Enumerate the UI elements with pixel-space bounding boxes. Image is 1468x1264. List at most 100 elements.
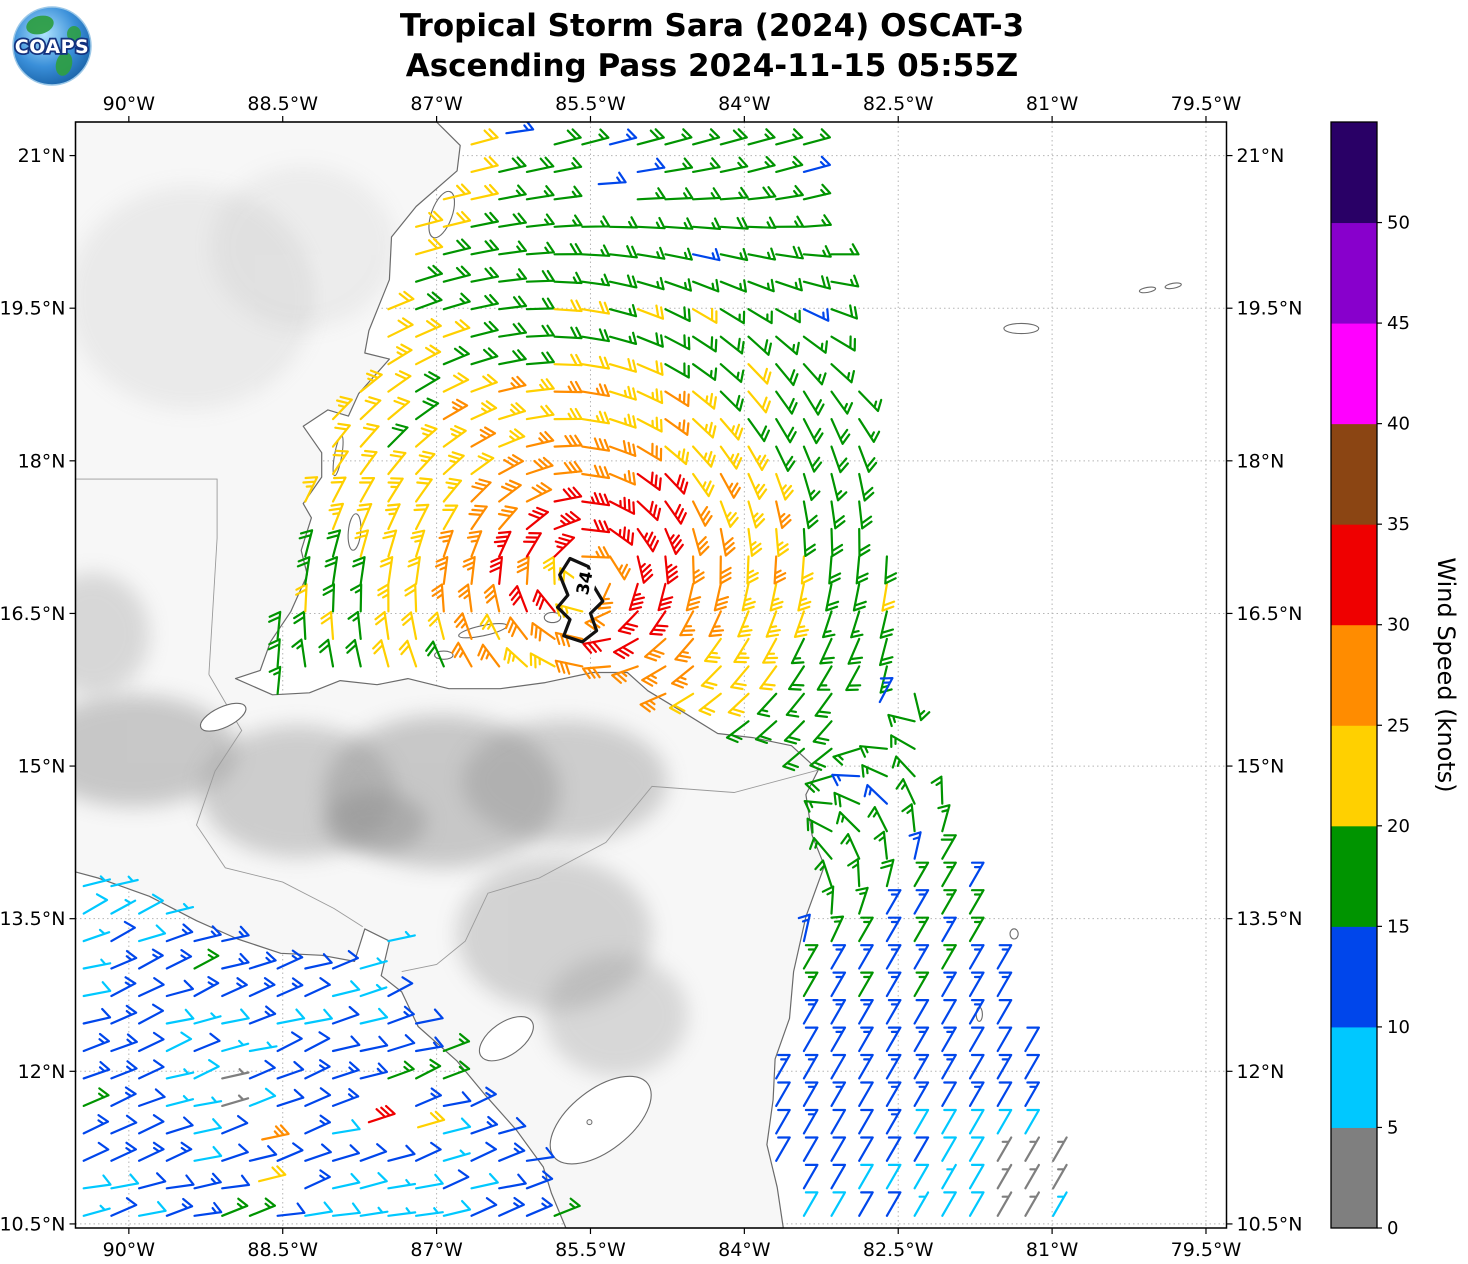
wind-barb: [830, 999, 847, 1025]
title-line-2: Ascending Pass 2024-11-15 05:55Z: [405, 48, 1019, 84]
wind-barb: [664, 334, 691, 351]
wind-barb: [858, 472, 875, 502]
wind-barb: [613, 637, 639, 660]
wind-barb: [498, 268, 528, 283]
colorbar-segment: [1331, 926, 1377, 1028]
colorbar-segment: [1331, 725, 1377, 827]
wind-barb: [664, 128, 693, 146]
wind-barb: [814, 859, 833, 888]
wind-barb: [331, 1144, 360, 1162]
wind-barb: [359, 1206, 389, 1217]
wind-barb: [775, 390, 798, 415]
wind-barb: [968, 1136, 985, 1162]
wind-barb: [802, 1136, 819, 1162]
wind-barb: [110, 1197, 138, 1217]
wind-barb: [685, 582, 702, 612]
wind-barb: [304, 1087, 332, 1107]
wind-barb: [387, 477, 404, 503]
wind-barb: [741, 582, 756, 612]
wind-barb: [608, 470, 636, 486]
wind-barb: [679, 610, 696, 637]
wind-barb: [387, 423, 409, 448]
wind-barb: [470, 373, 498, 393]
wind-barb: [830, 1136, 847, 1162]
wind-barb: [819, 637, 835, 665]
wind-barb: [165, 1197, 194, 1217]
wind-barb: [775, 308, 801, 324]
wind-barb: [830, 335, 856, 352]
wind-barb: [304, 953, 333, 970]
wind-barb: [773, 555, 787, 585]
wind-barb: [1024, 1026, 1040, 1053]
x-tick-label-bottom: 90°W: [103, 1239, 156, 1261]
wind-barb: [719, 390, 744, 412]
wind-barb: [324, 556, 339, 585]
wind-barb: [802, 245, 832, 258]
x-tick-label-bottom: 84°W: [718, 1239, 771, 1261]
wind-barb: [941, 861, 957, 888]
wind-barb: [498, 322, 527, 338]
wind-barb: [442, 183, 472, 201]
wind-barb: [367, 1105, 396, 1124]
wind-barb: [830, 274, 860, 288]
wind-barb: [477, 643, 501, 668]
wind-barb: [802, 183, 832, 201]
wind-barb: [261, 1124, 290, 1141]
wind-barb: [830, 1163, 847, 1190]
wind-barb: [493, 530, 512, 558]
wind-barb: [692, 500, 713, 527]
wind-barb: [470, 1086, 497, 1107]
wind-barb: [193, 948, 220, 970]
wind-barb: [581, 464, 611, 480]
colorbar-tick-label: 50: [1387, 213, 1410, 234]
x-tick-label-top: 85.5°W: [555, 93, 626, 115]
wind-barb: [415, 450, 436, 476]
y-tick-label-right: 19.5°N: [1237, 298, 1303, 320]
wind-barb: [802, 500, 819, 530]
colorbar-tick-label: 40: [1387, 414, 1410, 435]
wind-barb: [719, 128, 748, 146]
x-tick-label-top: 81°W: [1026, 93, 1079, 115]
wind-barb: [470, 1141, 497, 1162]
wind-barb: [891, 755, 916, 778]
wind-barb: [884, 555, 897, 585]
wind-barb: [304, 1143, 332, 1162]
wind-barb: [719, 247, 749, 262]
wind-barb: [498, 184, 527, 201]
logo-text: COAPS: [15, 36, 89, 58]
wind-barb: [581, 383, 610, 397]
wind-barb: [553, 460, 583, 476]
wind-barb: [802, 308, 830, 322]
wind-barb: [664, 418, 690, 436]
wind-barb: [636, 500, 662, 522]
wind-barb: [830, 1108, 847, 1135]
wind-barb: [532, 589, 556, 613]
wind-barbs: [82, 122, 1068, 1217]
wind-barb: [719, 308, 746, 325]
wind-barb: [542, 555, 556, 585]
wind-barb: [802, 445, 823, 473]
wind-barb: [775, 1053, 791, 1080]
x-tick-label-bottom: 79.5°W: [1171, 1239, 1242, 1261]
wind-barb: [442, 265, 471, 283]
wind-barb: [442, 238, 472, 256]
wind-barb: [276, 1202, 306, 1217]
coaps-logo: COAPS: [10, 4, 94, 92]
wind-barb: [410, 529, 426, 558]
wind-barb: [387, 370, 412, 393]
wind-barb: [831, 773, 861, 787]
guanaja: [543, 611, 562, 624]
wind-barb: [996, 1053, 1013, 1080]
wind-barb: [359, 477, 376, 503]
wind-barb: [359, 449, 378, 476]
wind-barb: [847, 858, 861, 888]
axes: 90°W 90°W 88.5°W 88.5°W 87°W 87°W 85.5°W 85.5°W…: [0, 93, 1303, 1261]
wind-barb: [762, 637, 779, 664]
wind-barb: [387, 450, 407, 476]
wind-barb: [498, 240, 527, 256]
wind-barb: [359, 1062, 388, 1080]
x-tick-label-top: 84°W: [718, 93, 771, 115]
wind-barb: [802, 214, 832, 228]
y-tick-label-right: 13.5°N: [1237, 908, 1303, 930]
y-tick-label-left: 19.5°N: [0, 298, 66, 320]
